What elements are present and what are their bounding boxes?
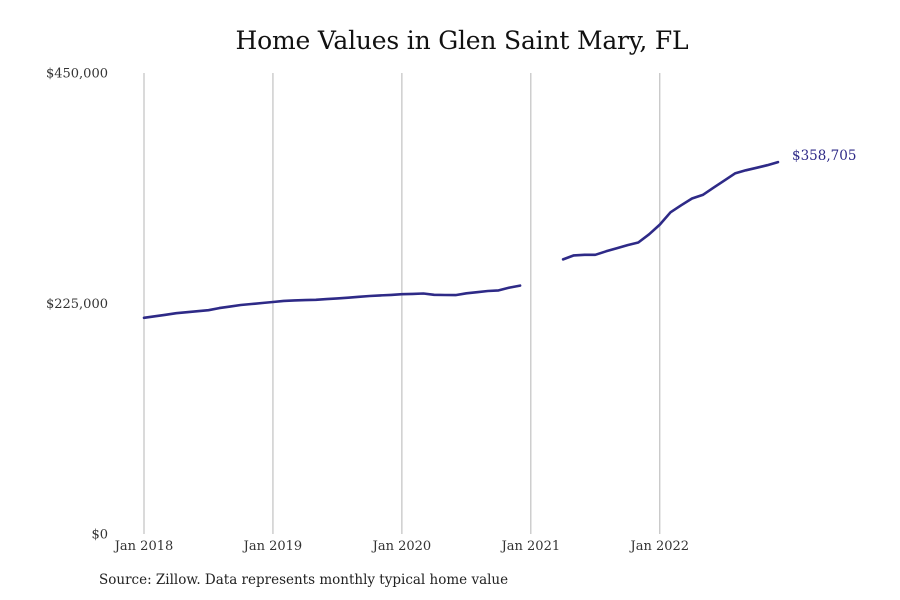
chart-title: Home Values in Glen Saint Mary, FL [235,26,689,55]
x-tick-label: Jan 2021 [500,539,561,554]
x-tick-label: Jan 2022 [629,539,690,554]
x-tick-label: Jan 2018 [113,539,174,554]
series-line-segment [561,160,780,261]
series-line-segment [142,284,522,320]
source-note: Source: Zillow. Data represents monthly … [99,572,509,588]
y-axis-ticks: $0 $225,000 $450,000 [46,67,108,543]
end-value-label: $358,705 [792,148,856,164]
x-tick-label: Jan 2020 [371,539,432,554]
x-axis-ticks: Jan 2018 Jan 2019 Jan 2020 Jan 2021 Jan 2022 [113,539,689,554]
x-tick-label: Jan 2019 [242,539,303,554]
y-tick-label: $450,000 [46,67,108,82]
series-lines [142,160,780,320]
data-labels: $358,705 [792,148,856,164]
gridlines [143,73,661,534]
y-tick-label: $225,000 [46,297,108,312]
y-tick-label: $0 [91,528,108,543]
